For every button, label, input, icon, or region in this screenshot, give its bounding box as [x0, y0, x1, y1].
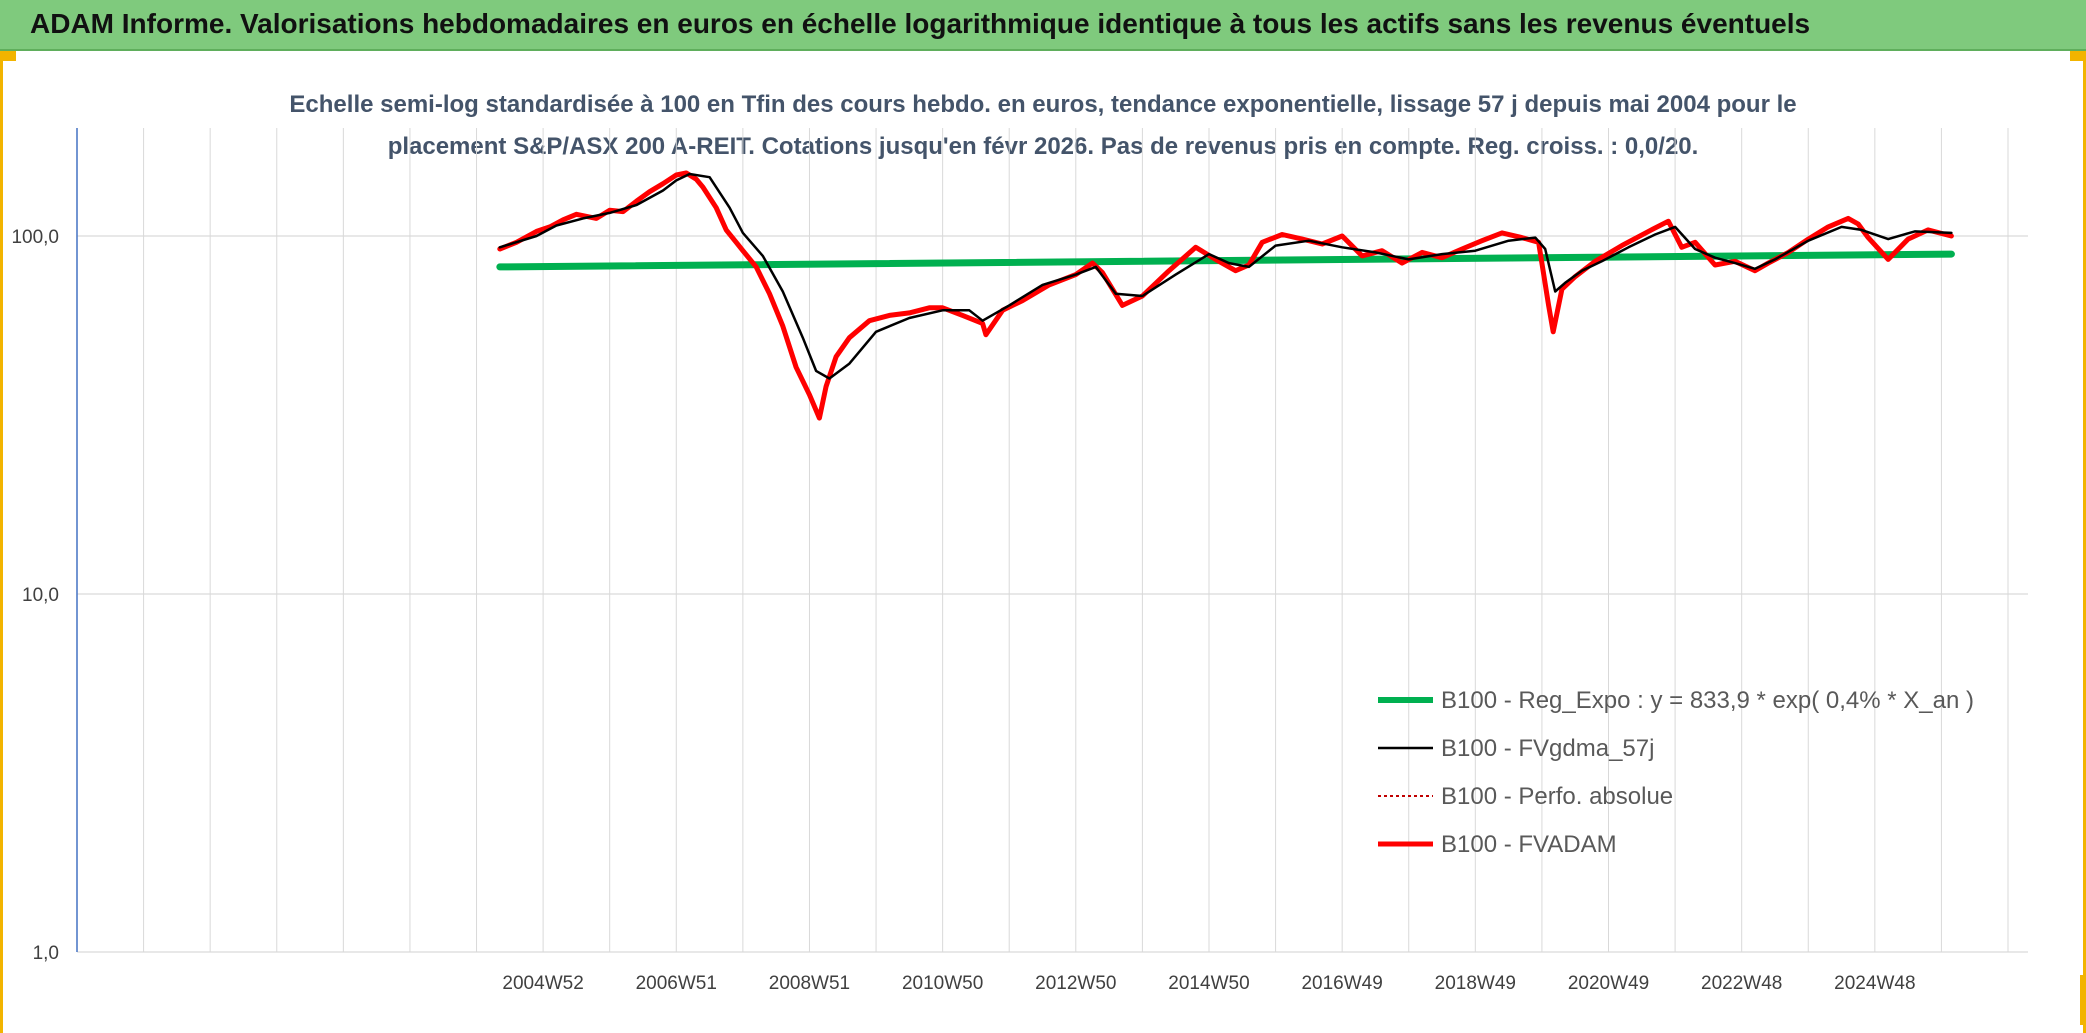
x-tick-label: 2010W50	[902, 973, 983, 994]
legend-label: B100 - Perfo. absolue	[1441, 783, 1673, 810]
grid-lines	[77, 128, 2028, 953]
chart-subtitle-line-2: placement S&P/ASX 200 A-REIT. Cotations …	[388, 133, 1699, 160]
y-tick-label: 10,0	[22, 585, 59, 606]
legend-label: B100 - FVgdma_57j	[1441, 735, 1654, 762]
legend: B100 - Reg_Expo : y = 833,9 * exp( 0,4% …	[1378, 687, 1974, 858]
series-line-thin-black	[498, 172, 1953, 380]
x-tick-label: 2018W49	[1435, 973, 1516, 994]
corner-marker-right	[2070, 51, 2086, 61]
header-banner: ADAM Informe. Valorisations hebdomadaire…	[0, 0, 2086, 51]
legend-label: B100 - Reg_Expo : y = 833,9 * exp( 0,4% …	[1441, 687, 1974, 714]
report-title: ADAM Informe. Valorisations hebdomadaire…	[30, 8, 1811, 39]
axes: 1,0 10,0 100,0 2004W52 2006W51 2008W51 2010W50…	[11, 128, 1916, 994]
x-tick-label: 2004W52	[502, 973, 583, 994]
x-tick-label: 2016W49	[1301, 973, 1382, 994]
chart-subtitle-line-1: Echelle semi-log standardisée à 100 en T…	[289, 91, 1796, 118]
series-line-thick-red	[497, 170, 1954, 421]
y-tick-label: 1,0	[33, 943, 59, 964]
corner-marker-bottom-right	[2080, 975, 2086, 1025]
corner-marker-left	[0, 51, 16, 61]
x-tick-label: 2012W50	[1035, 973, 1116, 994]
x-tick-label: 2006W51	[636, 973, 717, 994]
x-tick-label: 2014W50	[1168, 973, 1249, 994]
series-lines	[496, 170, 1955, 421]
x-tick-label: 2022W48	[1701, 973, 1782, 994]
x-tick-label: 2020W49	[1568, 973, 1649, 994]
x-tick-label: 2024W48	[1834, 973, 1915, 994]
chart-frame	[0, 51, 2086, 1033]
legend-label: B100 - FVADAM	[1441, 831, 1617, 858]
x-tick-label: 2008W51	[769, 973, 850, 994]
y-tick-label: 100,0	[11, 227, 59, 248]
